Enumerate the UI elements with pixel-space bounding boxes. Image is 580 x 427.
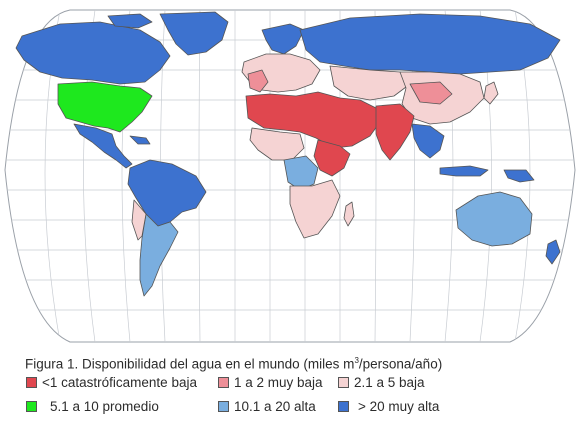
legend-label-very-low: 1 a 2 muy baja [234,374,323,390]
legend-swatch-low [338,376,349,388]
region-russia [299,13,561,75]
legend-label-low: 2.1 a 5 baja [354,374,425,390]
world-water-availability-map [4,9,576,343]
caption-prefix: Figura 1. Disponibilidad del agua en el … [25,356,355,372]
legend-swatch-catastrophic-low [26,376,37,388]
region-usa [57,81,153,133]
region-western-europe [247,69,269,93]
legend-item-high: 10.1 a 20 alta [218,398,316,414]
legend-item-average: 5.1 a 10 promedio [26,398,159,414]
regions [15,11,561,297]
legend-item-very-low: 1 a 2 muy baja [218,374,323,390]
legend-item-very-high: > 20 muy alta [338,398,439,414]
region-arctic-islands [107,13,153,29]
region-canada-alaska [15,21,171,85]
region-japan [483,81,499,105]
legend-label-very-high: > 20 muy alta [358,398,440,414]
region-central-africa [283,155,319,191]
region-new-zealand [545,239,561,265]
region-southeast-asia [411,123,445,159]
legend-swatch-average [26,400,37,412]
region-south-america-north [127,159,207,227]
region-mena [245,91,381,149]
region-central-asia [329,65,411,101]
legend-label-high: 10.1 a 20 alta [234,398,316,414]
caption-suffix: /persona/año) [358,356,443,372]
caption-superscript: 3 [354,356,359,365]
figure-caption: Figura 1. Disponibilidad del agua en el … [25,356,442,372]
legend-swatch-very-high [338,400,349,412]
region-madagascar [343,201,355,227]
region-south-asia [375,103,415,161]
region-caribbean [129,135,151,145]
legend-item-catastrophic-low: <1 catastróficamente baja [26,374,197,390]
region-south-america-west [131,199,147,241]
legend-item-low: 2.1 a 5 baja [338,374,425,390]
region-scandinavia [261,23,305,55]
legend-swatch-very-low [218,376,229,388]
region-mexico-central-america [73,123,133,169]
region-new-guinea [503,169,535,183]
region-north-china [409,81,453,105]
region-indonesia [439,165,489,177]
region-south-america-south [139,213,179,297]
region-greenland [159,11,229,56]
legend-swatch-high [218,400,229,412]
region-east-africa [313,139,351,177]
legend-label-catastrophic-low: <1 catastróficamente baja [42,374,197,390]
region-southern-africa [289,179,341,239]
region-australia [455,191,533,247]
legend-label-average: 5.1 a 10 promedio [50,398,159,414]
